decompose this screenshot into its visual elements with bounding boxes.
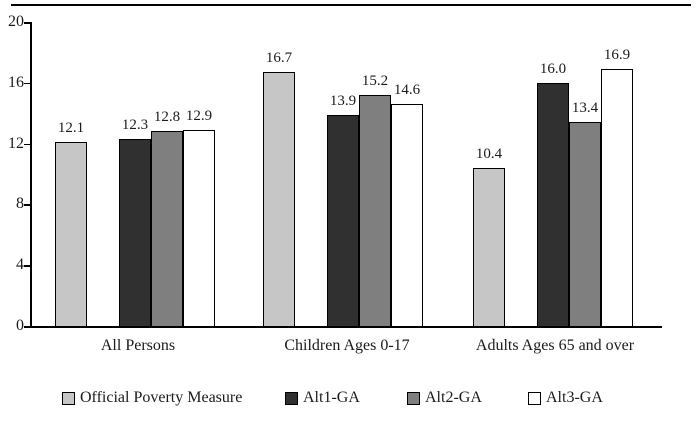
y-tick (24, 204, 30, 206)
bar (151, 131, 183, 328)
bar (359, 94, 391, 328)
bar (601, 69, 633, 328)
legend-item: Alt2-GA (407, 389, 482, 407)
bar-value-label: 16.7 (265, 50, 293, 67)
bar-value-label: 15.2 (361, 72, 389, 89)
category-label: All Persons (100, 337, 176, 354)
y-tick-label: 8 (16, 195, 24, 213)
y-tick-label: 20 (8, 13, 24, 30)
legend-item: Official Poverty Measure (62, 389, 242, 407)
bar (537, 82, 569, 328)
bar-value-label: 13.9 (329, 92, 357, 109)
bar (327, 114, 359, 328)
bar (569, 122, 601, 328)
bar (183, 129, 215, 328)
bar (55, 142, 87, 328)
y-axis-line (30, 22, 32, 328)
legend-label: Alt2-GA (425, 389, 482, 406)
bar (473, 167, 505, 328)
legend-label: Alt1-GA (303, 389, 360, 406)
bar-value-label: 12.8 (153, 109, 181, 126)
bar-value-label: 13.4 (571, 100, 599, 117)
y-tick (24, 326, 30, 328)
bar-value-label: 12.1 (57, 120, 85, 137)
legend-label: Official Poverty Measure (80, 389, 243, 406)
y-tick-label: 4 (16, 256, 24, 274)
legend-label: Alt3-GA (546, 389, 603, 406)
category-label: Children Ages 0-17 (284, 337, 410, 354)
y-tick-label: 16 (8, 73, 24, 91)
y-tick-label: 12 (8, 134, 24, 152)
legend-item: Alt3-GA (528, 389, 603, 407)
legend-swatch (407, 391, 420, 405)
y-tick (24, 143, 30, 146)
y-tick-label: 0 (16, 317, 24, 334)
legend-swatch (62, 391, 75, 405)
bar-value-label: 16.9 (603, 47, 631, 64)
bar-value-label: 12.3 (121, 117, 149, 134)
bar (391, 104, 423, 328)
y-tick (24, 82, 30, 85)
bar-value-label: 16.0 (539, 60, 567, 77)
y-tick (24, 265, 30, 267)
bar-value-label: 12.9 (185, 107, 213, 124)
bar-value-label: 14.6 (393, 82, 421, 99)
legend-swatch (285, 391, 298, 405)
legend-swatch (528, 391, 541, 405)
y-tick (24, 22, 30, 24)
bar (119, 139, 151, 328)
legend-item: Alt1-GA (285, 389, 360, 407)
category-label: Adults Ages 65 and over (475, 337, 635, 354)
top-rule (11, 4, 691, 6)
bar-value-label: 10.4 (475, 145, 503, 162)
bar (263, 72, 295, 328)
